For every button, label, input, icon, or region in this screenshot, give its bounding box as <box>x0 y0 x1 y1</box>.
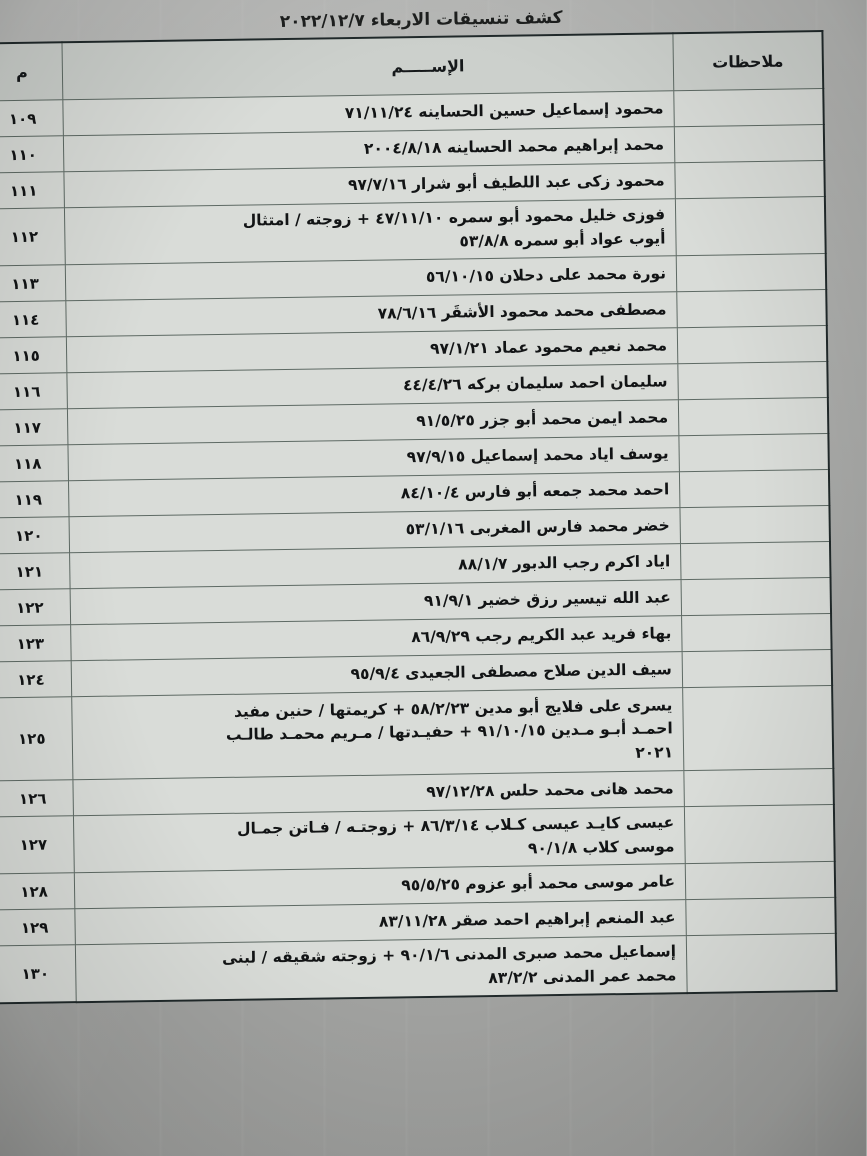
cell-number: ١٣٠ <box>0 944 78 1004</box>
cell-notes <box>679 433 830 472</box>
cell-number: ١٢٨ <box>0 872 76 910</box>
cell-name: عيسى كايـد عيسى كـلاب ٨٦/٣/١٤ + زوجتـه /… <box>74 806 687 873</box>
column-header-notes: ملاحظات <box>673 31 825 91</box>
cell-notes <box>683 685 835 771</box>
column-header-number: م <box>0 42 64 101</box>
cell-notes <box>682 577 833 616</box>
cell-notes <box>681 541 832 580</box>
cell-number: ١٢٦ <box>0 779 75 817</box>
table-row: يسرى على فلايج أبو مدين ٥٨/٢/٢٣ + كريمته… <box>0 685 835 781</box>
cell-notes <box>686 897 837 936</box>
cell-number: ١٢١ <box>0 552 72 590</box>
cell-number: ١١٧ <box>0 408 69 446</box>
cell-notes <box>675 124 826 163</box>
cell-number: ١١١ <box>0 171 66 209</box>
table-body: محمود إسماعيل حسين الحساينه ٧١/١١/٢٤ ١٠٩ م… <box>0 88 838 1004</box>
cell-number: ١٢٠ <box>0 516 71 554</box>
cell-notes <box>685 804 836 864</box>
cell-notes <box>683 649 834 688</box>
column-header-name-label: الإســـــم <box>392 55 466 76</box>
cell-number: ١٢٥ <box>0 696 74 781</box>
cell-notes <box>680 505 831 544</box>
cell-number: ١١٨ <box>0 444 70 482</box>
cell-number: ١٢٧ <box>0 815 76 874</box>
coordinations-table: ملاحظات الإســـــم م محمود إسماعيل حسين … <box>0 29 839 1005</box>
cell-name: فوزى خليل محمود أبو سمره ٤٧/١١/١٠ + زوجت… <box>65 198 678 265</box>
cell-number: ١١٥ <box>0 336 68 374</box>
cell-notes <box>682 613 833 652</box>
cell-number: ١٢٤ <box>0 660 73 698</box>
cell-notes <box>679 397 830 436</box>
cell-number: ١٢٢ <box>0 588 72 626</box>
cell-notes <box>678 325 829 364</box>
cell-notes <box>687 933 838 994</box>
cell-number: ١١٩ <box>0 480 71 518</box>
cell-notes <box>676 196 827 256</box>
cell-notes <box>684 768 835 807</box>
table-row: إسماعيل محمد صبرى المدنى ٩٠/١/٦ + زوجته … <box>0 933 838 1004</box>
column-header-name: الإســـــم <box>62 33 675 100</box>
cell-notes <box>677 253 828 292</box>
cell-notes <box>678 361 829 400</box>
cell-number: ١٢٣ <box>0 624 73 662</box>
cell-number: ١١٤ <box>0 300 68 338</box>
cell-number: ١٠٩ <box>0 99 65 137</box>
cell-notes <box>674 88 825 127</box>
cell-number: ١١٦ <box>0 372 69 410</box>
cell-name: يسرى على فلايج أبو مدين ٥٨/٢/٢٣ + كريمته… <box>72 687 685 780</box>
cell-number: ١١٠ <box>0 135 65 173</box>
cell-number: ١٢٩ <box>0 908 77 946</box>
cell-notes <box>677 289 828 328</box>
cell-name: إسماعيل محمد صبرى المدنى ٩٠/١/٦ + زوجته … <box>76 935 689 1003</box>
cell-notes <box>680 469 831 508</box>
document-sheet: كشف تنسيقات الاربعاء ٢٠٢٢/١٢/٧ ملاحظات ا… <box>0 4 839 1005</box>
cell-notes <box>686 861 837 900</box>
cell-number: ١١٢ <box>0 207 67 266</box>
cell-number: ١١٣ <box>0 264 67 302</box>
cell-notes <box>675 160 826 199</box>
